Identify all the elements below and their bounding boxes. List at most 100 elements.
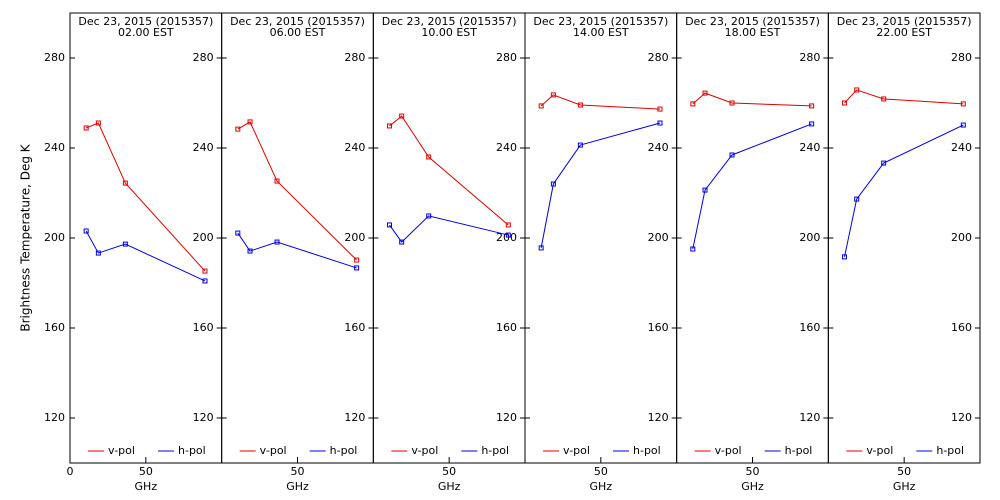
y-tick-label: 280: [344, 51, 365, 64]
point-marker: [235, 126, 241, 132]
y-tick-label: 280: [799, 51, 820, 64]
y-tick-label: 160: [44, 321, 65, 334]
x-tick-label: 0: [67, 465, 74, 478]
point-marker: [426, 154, 432, 160]
point-marker: [854, 196, 860, 202]
series-line: [389, 115, 509, 226]
point-marker: [386, 222, 392, 228]
y-tick-label: 120: [799, 411, 820, 424]
y-tick-label: 160: [193, 321, 214, 334]
legend-label: v-pol: [108, 444, 135, 457]
point-marker: [83, 228, 89, 234]
y-tick-label: 240: [799, 141, 820, 154]
point-marker: [247, 248, 253, 254]
y-tick-label: 200: [951, 231, 972, 244]
x-axis-label: GHz: [135, 480, 158, 493]
y-tick-label: 120: [44, 411, 65, 424]
legend-label: h-pol: [936, 444, 964, 457]
y-tick-label: 120: [648, 411, 669, 424]
series-line: [540, 122, 661, 248]
point-marker: [202, 268, 208, 274]
y-tick-label: 240: [648, 141, 669, 154]
y-tick-label: 200: [344, 231, 365, 244]
x-tick-label: 50: [594, 465, 608, 478]
point-marker: [426, 213, 432, 219]
series-line: [85, 230, 206, 282]
y-tick-label: 120: [193, 411, 214, 424]
x-tick-label: 50: [291, 465, 305, 478]
series-line: [85, 122, 206, 272]
panel-subtitle: 22.00 EST: [876, 26, 932, 39]
x-tick-label: 50: [139, 465, 153, 478]
x-axis-label: GHz: [893, 480, 916, 493]
x-tick-label: 50: [746, 465, 760, 478]
x-tick-label: 50: [897, 465, 911, 478]
y-tick-label: 280: [44, 51, 65, 64]
y-tick-label: 240: [44, 141, 65, 154]
point-marker: [386, 123, 392, 129]
point-marker: [854, 87, 860, 93]
point-marker: [399, 239, 405, 245]
point-marker: [809, 121, 815, 127]
series-line: [843, 124, 964, 258]
y-tick-label: 120: [951, 411, 972, 424]
point-marker: [505, 232, 511, 238]
y-tick-label: 240: [193, 141, 214, 154]
point-marker: [577, 142, 583, 148]
point-marker: [354, 257, 360, 263]
y-tick-label: 200: [648, 231, 669, 244]
point-marker: [202, 278, 208, 284]
legend-label: v-pol: [563, 444, 590, 457]
y-tick-label: 160: [344, 321, 365, 334]
y-tick-label: 280: [648, 51, 669, 64]
legend-label: v-pol: [866, 444, 893, 457]
point-marker: [702, 187, 708, 193]
point-marker: [690, 246, 696, 252]
panel-subtitle: 10.00 EST: [421, 26, 477, 39]
y-tick-label: 240: [344, 141, 365, 154]
point-marker: [83, 125, 89, 131]
x-tick-label: 50: [442, 465, 456, 478]
y-tick-label: 160: [496, 321, 517, 334]
y-tick-label: 200: [799, 231, 820, 244]
point-marker: [550, 92, 556, 98]
point-marker: [657, 106, 663, 112]
legend-label: v-pol: [715, 444, 742, 457]
point-marker: [881, 160, 887, 166]
legend-label: v-pol: [411, 444, 438, 457]
y-tick-label: 160: [799, 321, 820, 334]
y-axis-label: Brightness Temperature, Deg K: [19, 143, 33, 331]
panel-title: Dec 23, 2015 (2015357): [382, 15, 517, 28]
series-line: [692, 123, 812, 250]
point-marker: [702, 90, 708, 96]
legend-label: h-pol: [785, 444, 813, 457]
legend-label: h-pol: [330, 444, 358, 457]
y-tick-label: 280: [193, 51, 214, 64]
legend-label: h-pol: [178, 444, 206, 457]
point-marker: [960, 122, 966, 128]
point-marker: [577, 102, 583, 108]
point-marker: [550, 181, 556, 187]
y-tick-label: 280: [951, 51, 972, 64]
point-marker: [235, 230, 241, 236]
y-tick-label: 240: [951, 141, 972, 154]
y-tick-label: 200: [193, 231, 214, 244]
series-line: [389, 215, 509, 243]
point-marker: [841, 100, 847, 106]
panel-subtitle: 14.00 EST: [573, 26, 629, 39]
x-axis-label: GHz: [286, 480, 309, 493]
panel-title: Dec 23, 2015 (2015357): [78, 15, 213, 28]
point-marker: [95, 250, 101, 256]
y-tick-label: 120: [496, 411, 517, 424]
y-tick-label: 160: [951, 321, 972, 334]
point-marker: [274, 178, 280, 184]
point-marker: [538, 103, 544, 109]
series-line: [540, 94, 661, 110]
point-marker: [95, 120, 101, 126]
point-marker: [399, 113, 405, 119]
panel-title: Dec 23, 2015 (2015357): [533, 15, 668, 28]
point-marker: [247, 119, 253, 125]
series-line: [237, 232, 357, 269]
y-tick-label: 120: [344, 411, 365, 424]
